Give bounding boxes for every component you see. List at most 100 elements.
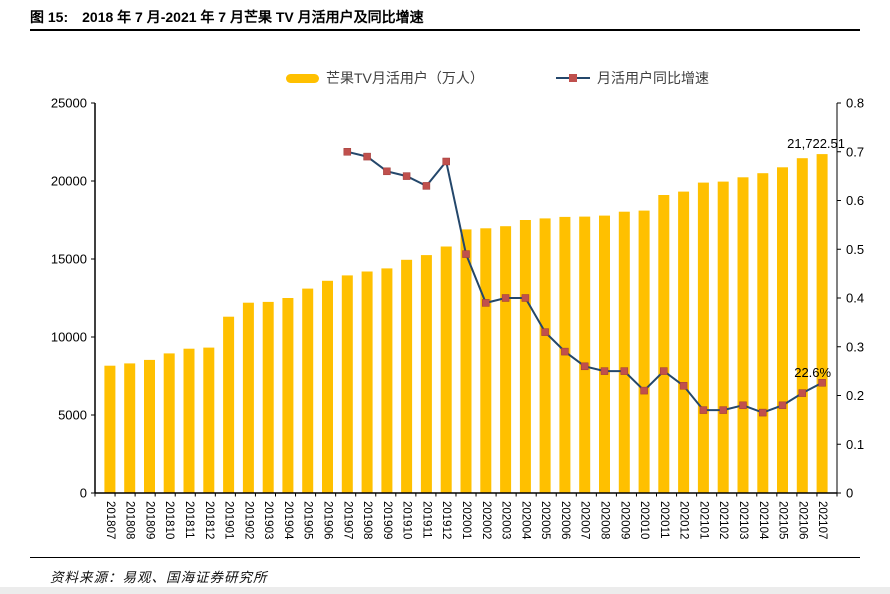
x-tick-label-201912: 201912: [440, 501, 452, 539]
x-tick-label-202011: 202011: [658, 501, 670, 539]
x-tick-label-202012: 202012: [678, 501, 690, 539]
bar-202009: [618, 211, 630, 493]
x-tick-label-202107: 202107: [816, 501, 828, 539]
bar-201907: [341, 275, 353, 493]
growth-marker-202101: [699, 406, 708, 414]
figure-caption: 图 15: 2018 年 7 月-2021 年 7 月芒果 TV 月活用户及同比增…: [30, 7, 862, 27]
source-note: 资料来源：易观、国海证券研究所: [50, 566, 268, 586]
bar-202103: [737, 177, 749, 494]
x-tick-label-202005: 202005: [539, 501, 551, 539]
x-tick-label-202103: 202103: [737, 501, 749, 539]
footer-strip: [0, 587, 890, 594]
growth-marker-202010: [640, 386, 648, 395]
bar-202011: [658, 195, 670, 493]
x-tick-label-201810: 201810: [163, 501, 175, 539]
bar-202105: [777, 167, 788, 494]
x-tick-label-202007: 202007: [579, 501, 591, 539]
right-tick-label: 0: [846, 486, 853, 501]
growth-marker-201909: [383, 167, 391, 176]
bar-201901: [223, 316, 235, 493]
x-tick-label-202004: 202004: [519, 501, 531, 540]
legend-item-bar-series: 芒果TV月活用户（万人）: [286, 68, 484, 88]
x-tick-label-202001: 202001: [460, 501, 472, 539]
growth-marker-202104: [759, 408, 767, 417]
growth-marker-202001: [462, 250, 470, 258]
growth-marker-202012: [679, 382, 688, 390]
x-tick-label-201911: 201911: [420, 501, 432, 539]
bar-201909: [381, 268, 393, 493]
figure-title: 2018 年 7 月-2021 年 7 月芒果 TV 月活用户及同比增速: [82, 9, 424, 25]
left-tick-label: 10000: [51, 330, 87, 345]
growth-marker-202006: [561, 347, 569, 356]
bar-202106: [796, 158, 808, 493]
left-tick-label: 25000: [51, 96, 87, 111]
growth-marker-201908: [363, 152, 371, 161]
x-tick-label-202105: 202105: [777, 501, 789, 539]
right-tick-label: 0.7: [846, 144, 864, 159]
x-tick-label-201902: 201902: [242, 501, 254, 539]
bar-201911: [420, 255, 432, 493]
bar-201808: [124, 363, 136, 493]
right-tick-label: 0.5: [846, 242, 864, 257]
right-tick-label: 0.3: [846, 339, 864, 354]
legend-line-label: 月活用户同比增速: [597, 70, 709, 86]
x-tick-label-201909: 201909: [381, 501, 393, 539]
x-tick-label-202010: 202010: [638, 501, 650, 539]
x-tick-label-201809: 201809: [143, 501, 155, 539]
growth-marker-201911: [422, 182, 431, 190]
source-divider: [30, 557, 860, 558]
x-tick-label-201903: 201903: [262, 501, 274, 539]
left-tick-label: 15000: [51, 252, 87, 267]
x-tick-label-202101: 202101: [697, 501, 709, 539]
growth-marker-202105: [778, 401, 787, 410]
bar-202003: [500, 226, 512, 493]
bar-201807: [104, 365, 116, 493]
line-series-swatch-icon: [556, 73, 590, 83]
bar-202002: [480, 228, 492, 494]
last-bar-value-label: 21,722.51: [787, 136, 845, 151]
bar-series-swatch-icon: [286, 73, 319, 83]
growth-marker-202011: [660, 367, 668, 375]
growth-marker-202002: [482, 299, 490, 307]
x-tick-label-202006: 202006: [559, 501, 571, 539]
x-tick-label-202106: 202106: [796, 501, 808, 539]
x-tick-label-202104: 202104: [757, 501, 769, 540]
bar-201905: [302, 288, 314, 493]
x-tick-label-201904: 201904: [282, 501, 294, 540]
legend-bar-label: 芒果TV月活用户（万人）: [326, 70, 484, 86]
x-tick-label-201906: 201906: [322, 501, 334, 539]
growth-marker-202004: [521, 294, 530, 302]
bar-201902: [242, 302, 254, 493]
source-prefix: 资料来源：: [50, 570, 123, 585]
bar-202007: [579, 216, 591, 493]
growth-marker-202107: [818, 379, 826, 387]
right-tick-label: 0.2: [846, 388, 864, 403]
bar-202101: [697, 182, 709, 493]
growth-marker-201910: [402, 172, 411, 180]
bar-202107: [816, 154, 828, 493]
header-divider: [30, 29, 860, 31]
right-tick-label: 0.4: [846, 291, 864, 306]
growth-marker-202103: [739, 401, 747, 410]
bar-201903: [262, 301, 274, 493]
x-tick-label-201811: 201811: [183, 501, 195, 539]
bar-202104: [757, 173, 769, 493]
bar-202010: [638, 210, 650, 493]
x-tick-label-201901: 201901: [223, 501, 235, 539]
x-tick-label-201908: 201908: [361, 501, 373, 539]
x-tick-label-202009: 202009: [618, 501, 630, 539]
legend-item-line-series: 月活用户同比增速: [556, 68, 709, 88]
left-tick-label: 0: [80, 486, 87, 501]
x-tick-label-202002: 202002: [480, 501, 492, 539]
right-tick-label: 0.6: [846, 193, 864, 208]
x-tick-label-201910: 201910: [401, 501, 413, 539]
bar-201904: [282, 298, 294, 493]
x-tick-label-202102: 202102: [717, 501, 729, 539]
bar-201912: [440, 246, 452, 493]
bar-201811: [183, 348, 195, 493]
bar-201910: [401, 259, 413, 493]
right-tick-label: 0.1: [846, 437, 864, 452]
x-tick-label-202003: 202003: [500, 501, 512, 539]
